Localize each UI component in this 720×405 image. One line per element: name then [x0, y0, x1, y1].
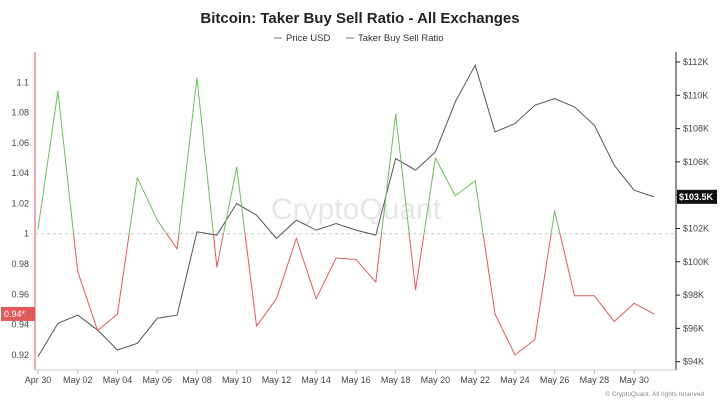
current-ratio-badge-box	[1, 306, 35, 321]
right-tick-label: $112K	[683, 57, 708, 67]
price-series	[37, 64, 655, 357]
ratio-segment-below	[375, 233, 383, 283]
ratio-segment-below	[77, 271, 99, 332]
left-tick-label: 0.96	[11, 289, 29, 299]
ratio-segment-above	[550, 210, 556, 235]
left-tick-label: 0.98	[11, 259, 29, 269]
x-tick-label: May 24	[500, 375, 530, 385]
x-tick-label: May 10	[222, 375, 252, 385]
ratio-segment-below	[216, 233, 224, 268]
x-axis-ticks: Apr 30 May 02 May 04 May 06 May 08 May 10 May …	[25, 370, 649, 385]
ratio-segment-above	[136, 177, 158, 221]
ratio-segment-above	[57, 90, 75, 235]
ratio-segment-below	[212, 233, 218, 268]
ratio-segment-below	[514, 339, 536, 356]
right-tick-label: $106K	[683, 157, 709, 167]
current-ratio-badge-label: 0.94*	[4, 309, 26, 319]
left-tick-label: 1.1	[16, 77, 29, 87]
x-tick-label: May 02	[63, 375, 93, 385]
left-tick-label: 1	[24, 229, 29, 239]
ratio-segment-below	[256, 298, 277, 327]
x-tick-label: May 04	[103, 375, 133, 385]
ratio-segment-below	[613, 302, 635, 323]
legend-price-label: Price USD	[286, 33, 330, 44]
ratio-segment-above	[454, 180, 476, 197]
ratio-segment-below	[97, 313, 118, 332]
ratio-segment-above	[236, 166, 246, 235]
ratio-segment-below	[559, 233, 576, 297]
current-ratio-badge: 0.94*	[1, 306, 35, 321]
right-tick-label: $102K	[683, 223, 709, 233]
left-tick-label: 1.06	[11, 138, 29, 148]
legend-ratio-label: Taker Buy Sell Ratio	[358, 33, 444, 44]
right-tick-label: $96K	[683, 323, 704, 333]
left-tick-label: 1.08	[11, 108, 29, 118]
x-tick-label: May 18	[381, 375, 411, 385]
x-tick-label: May 08	[182, 375, 212, 385]
ratio-segment-below	[408, 233, 417, 291]
ratio-segment-above	[156, 219, 168, 235]
chart-title: Bitcoin: Taker Buy Sell Ratio - All Exch…	[200, 10, 519, 27]
ratio-series	[37, 77, 655, 356]
right-tick-label: $94K	[683, 357, 704, 367]
left-tick-label: 0.94	[11, 320, 29, 330]
ratio-segment-below	[482, 233, 496, 315]
ratio-segment-above	[196, 77, 214, 235]
ratio-segment-below	[335, 257, 357, 260]
ratio-segment-above	[381, 113, 397, 235]
ratio-segment-above	[178, 77, 198, 235]
ratio-segment-below	[633, 302, 655, 315]
left-tick-label: 0.92	[11, 350, 29, 360]
ratio-segment-below	[73, 233, 79, 273]
ratio-segment-below	[355, 258, 377, 283]
x-tick-label: May 16	[341, 375, 371, 385]
left-tick-label: 1.02	[11, 198, 29, 208]
x-tick-label: May 20	[421, 375, 451, 385]
legend: Price USD Taker Buy Sell Ratio	[274, 33, 444, 44]
right-tick-label: $100K	[683, 257, 709, 267]
price-line	[37, 64, 655, 357]
ratio-segment-below	[295, 237, 317, 300]
x-tick-label: May 30	[619, 375, 649, 385]
x-tick-label: Apr 30	[25, 375, 52, 385]
watermark: CryptoQuant	[271, 193, 442, 226]
ratio-segment-above	[434, 157, 456, 197]
ratio-segment-above	[222, 166, 238, 235]
footer-copyright: © CryptoQuant. All rights reserved	[605, 390, 704, 398]
current-price-badge-box	[677, 189, 717, 204]
ratio-segment-below	[275, 237, 297, 300]
x-tick-label: May 06	[142, 375, 172, 385]
ratio-segment-above	[554, 210, 561, 235]
x-tick-label: May 26	[540, 375, 570, 385]
ratio-segment-above	[395, 113, 410, 235]
ratio-segment-above	[474, 180, 484, 235]
ratio-segment-below	[166, 233, 178, 250]
ratio-segment-below	[315, 257, 337, 300]
ratio-segment-below	[415, 233, 425, 291]
ratio-segment-below	[176, 233, 180, 250]
current-price-badge: $103.5K	[677, 189, 717, 204]
right-axis-ticks: $94K$96K$98K$100K$102K$104K$106K$108K$11…	[676, 57, 709, 367]
left-tick-label: 1.04	[11, 168, 29, 178]
x-tick-label: May 22	[460, 375, 490, 385]
current-price-badge-label: $103.5K	[679, 192, 714, 202]
right-tick-label: $98K	[683, 290, 704, 300]
x-tick-label: May 12	[262, 375, 292, 385]
right-tick-label: $110K	[683, 90, 708, 100]
right-tick-label: $108K	[683, 124, 709, 134]
x-tick-label: May 14	[301, 375, 331, 385]
ratio-segment-above	[37, 90, 59, 230]
ratio-segment-above	[423, 157, 436, 235]
ratio-segment-below	[244, 233, 258, 327]
ratio-segment-below	[534, 233, 552, 341]
ratio-segment-below	[494, 313, 516, 356]
ratio-segment-above	[128, 177, 138, 235]
x-tick-label: May 28	[580, 375, 610, 385]
ratio-segment-below	[116, 233, 130, 315]
ratio-segment-below	[593, 295, 615, 323]
left-axis-ticks: 0.92 0.94 0.96 0.98 1 1.02 1.04 1.06 1.08 1.1	[11, 77, 29, 360]
